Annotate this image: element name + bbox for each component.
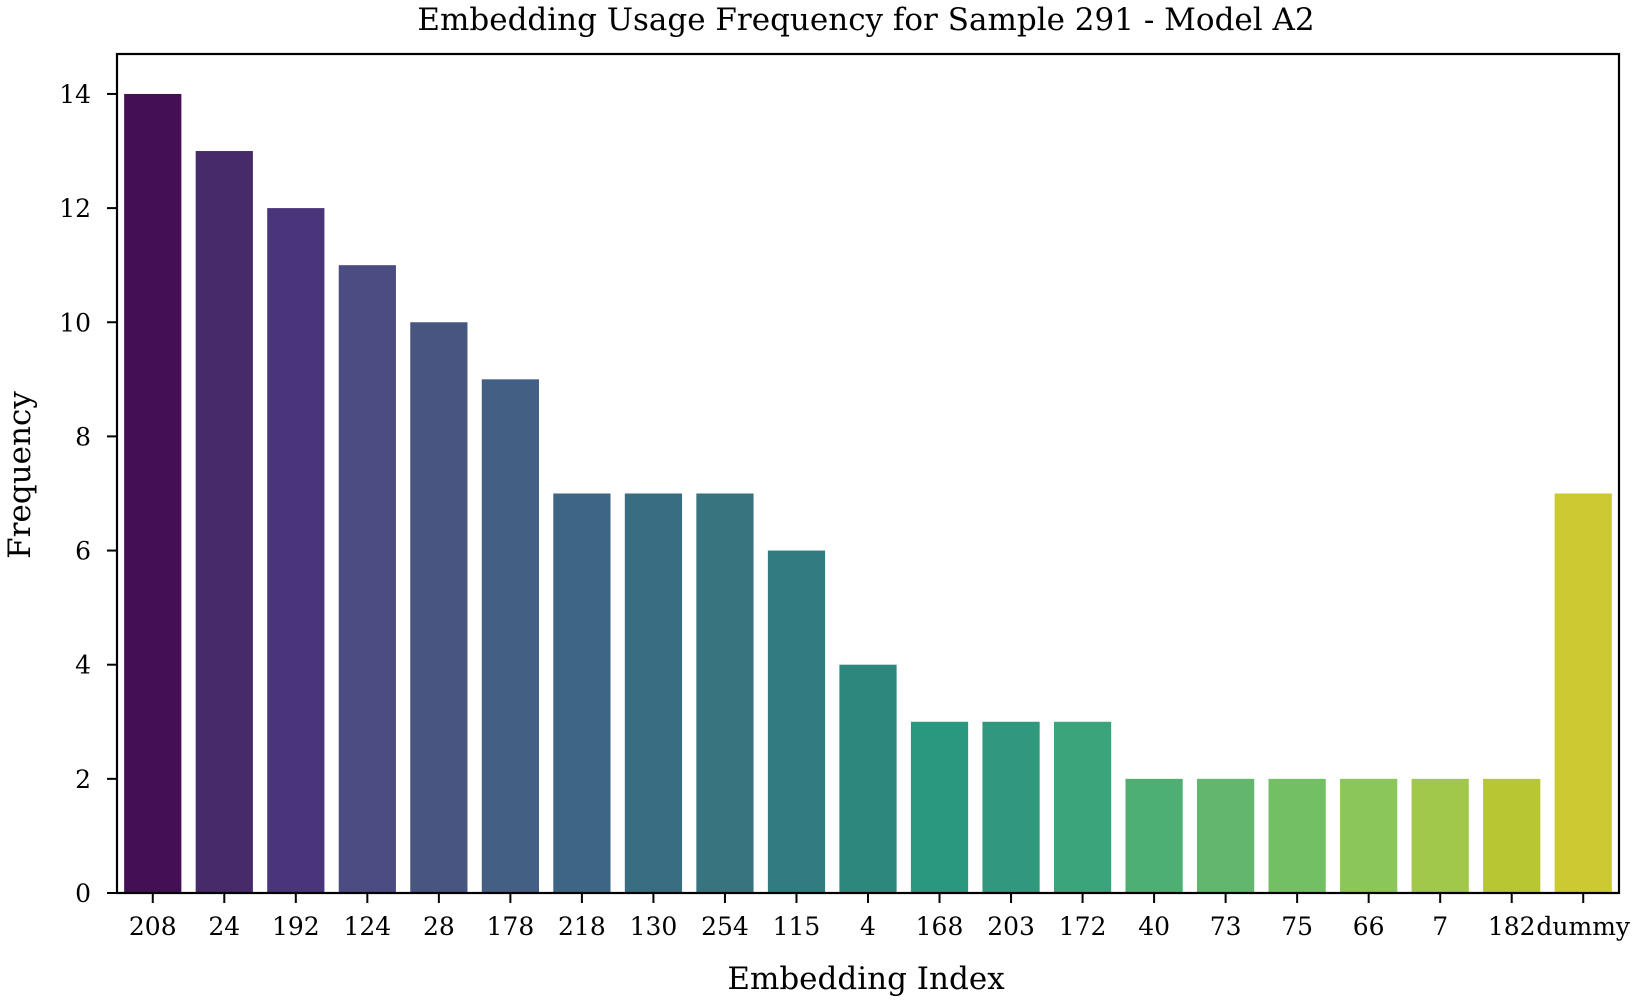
x-tick-label: 192 bbox=[272, 912, 320, 941]
bar-168 bbox=[910, 721, 969, 893]
bar-66 bbox=[1340, 778, 1398, 893]
y-tick-label: 8 bbox=[75, 422, 91, 451]
bar-28 bbox=[410, 322, 468, 893]
bar-208 bbox=[124, 93, 182, 893]
bar-178 bbox=[481, 379, 539, 894]
y-tick-label: 14 bbox=[59, 80, 91, 109]
x-tick-label: 218 bbox=[558, 912, 606, 941]
axes-layer: 208 24 192 124 28 178 218 130 254 115 4 168 203 172 40… bbox=[59, 52, 1631, 941]
bar-130 bbox=[624, 493, 683, 893]
x-tick-label: 203 bbox=[987, 912, 1035, 941]
x-tick-label: 130 bbox=[630, 912, 678, 941]
x-tick-label: 182 bbox=[1488, 912, 1536, 941]
bar-218 bbox=[553, 493, 611, 893]
y-tick-label: 2 bbox=[75, 765, 91, 794]
x-tick-label: dummy bbox=[1536, 912, 1631, 941]
x-tick-label: 40 bbox=[1138, 912, 1170, 941]
x-axis-label: Embedding Index bbox=[727, 961, 1005, 997]
x-tick-label: 115 bbox=[773, 912, 821, 941]
x-tick-label: 24 bbox=[208, 912, 240, 941]
bar-4 bbox=[839, 664, 897, 893]
y-tick-label: 12 bbox=[59, 194, 91, 223]
bar-192 bbox=[267, 208, 325, 894]
bars-layer bbox=[124, 93, 1612, 894]
bar-dummy bbox=[1554, 493, 1612, 893]
x-tick-label: 7 bbox=[1432, 912, 1448, 941]
x-tick-label: 254 bbox=[701, 912, 749, 941]
x-tick-label: 208 bbox=[129, 912, 177, 941]
y-tick-label: 0 bbox=[75, 879, 91, 908]
bar-254 bbox=[696, 493, 754, 893]
bar-182 bbox=[1483, 778, 1541, 893]
x-tick-label: 73 bbox=[1210, 912, 1242, 941]
x-tick-label: 168 bbox=[916, 912, 964, 941]
y-axis-label: Frequency bbox=[2, 391, 38, 559]
bar-40 bbox=[1125, 778, 1183, 893]
bar-203 bbox=[982, 721, 1040, 893]
bar-24 bbox=[195, 151, 253, 893]
x-tick-label: 28 bbox=[423, 912, 455, 941]
chart-title: Embedding Usage Frequency for Sample 291… bbox=[417, 2, 1314, 38]
bar-124 bbox=[338, 265, 396, 893]
bar-172 bbox=[1053, 721, 1112, 893]
bar-75 bbox=[1268, 778, 1326, 893]
y-tick-label: 10 bbox=[59, 308, 91, 337]
x-tick-label: 178 bbox=[487, 912, 535, 941]
plot-frame bbox=[115, 52, 1621, 895]
y-tick-label: 4 bbox=[75, 651, 91, 680]
x-tick-label: 66 bbox=[1353, 912, 1385, 941]
x-tick-label: 172 bbox=[1059, 912, 1107, 941]
x-tick-label: 75 bbox=[1281, 912, 1313, 941]
y-tick-label: 6 bbox=[75, 537, 91, 566]
bar-73 bbox=[1197, 778, 1255, 893]
bar-115 bbox=[767, 550, 826, 893]
x-tick-label: 4 bbox=[860, 912, 876, 941]
x-tick-label: 124 bbox=[343, 912, 391, 941]
bar-7 bbox=[1411, 778, 1469, 893]
